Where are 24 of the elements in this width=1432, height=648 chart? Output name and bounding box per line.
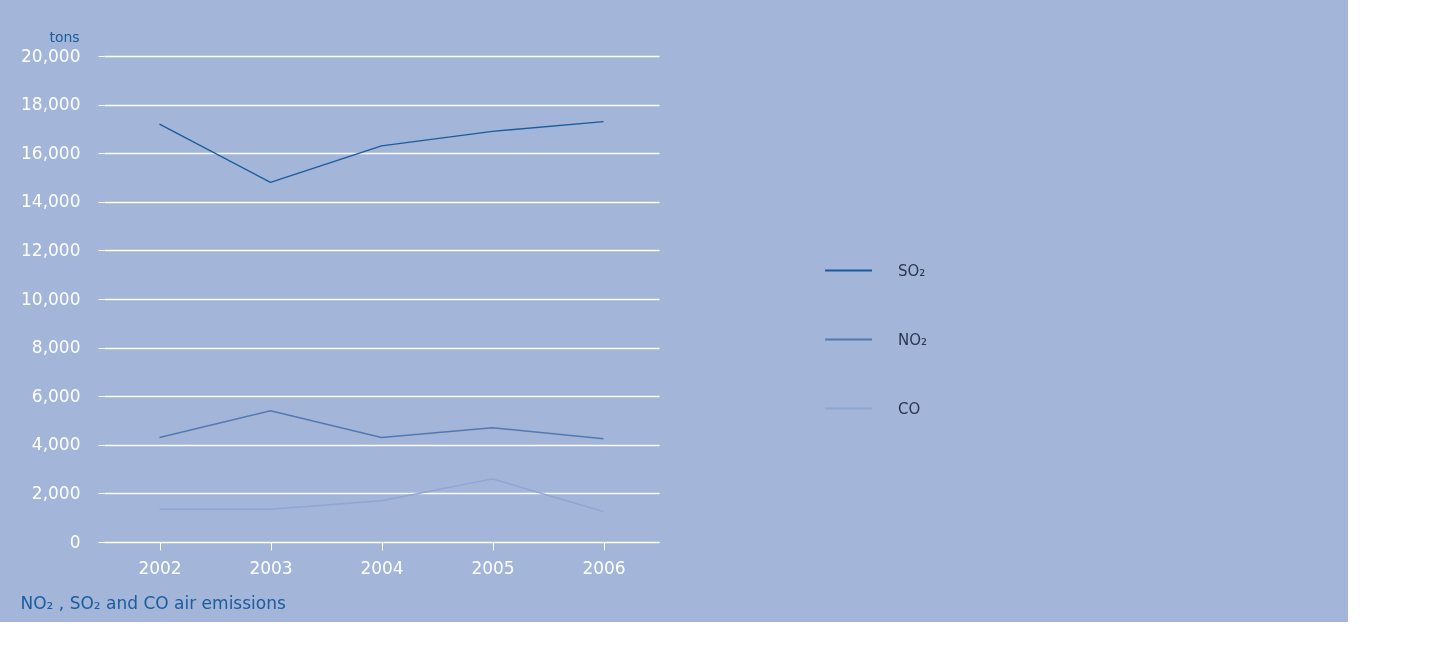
line-series xyxy=(158,410,605,440)
y-tick-label: 16,000 xyxy=(21,142,81,163)
y-tick-label: 20,000 xyxy=(21,45,81,66)
line-series xyxy=(158,120,605,184)
x-tick-label: 2006 xyxy=(582,557,626,578)
y-tick-label: 0 xyxy=(69,531,81,552)
line-series xyxy=(158,478,605,513)
text: NO₂ , SO₂ and CO air emissions xyxy=(20,593,286,613)
x-tick-label: 2002 xyxy=(138,557,182,578)
y-axis-title: tons xyxy=(49,28,80,45)
y-tick-label: 4,000 xyxy=(31,434,81,455)
legend-label: CO xyxy=(898,399,921,418)
y-tick-label: 18,000 xyxy=(21,94,81,115)
legend-label: SO₂ xyxy=(898,261,926,280)
y-tick-label: 10,000 xyxy=(21,288,81,309)
legend-label: NO₂ xyxy=(898,330,928,349)
x-tick-label: 2004 xyxy=(360,557,404,578)
x-tick-label: 2005 xyxy=(471,557,515,578)
y-tick-label: 2,000 xyxy=(31,482,81,503)
y-tick-label: 6,000 xyxy=(31,385,81,406)
y-tick-label: 14,000 xyxy=(21,191,81,212)
y-tick-label: 8,000 xyxy=(31,337,81,358)
x-tick-label: 2003 xyxy=(249,557,293,578)
y-tick-label: 12,000 xyxy=(21,239,81,260)
